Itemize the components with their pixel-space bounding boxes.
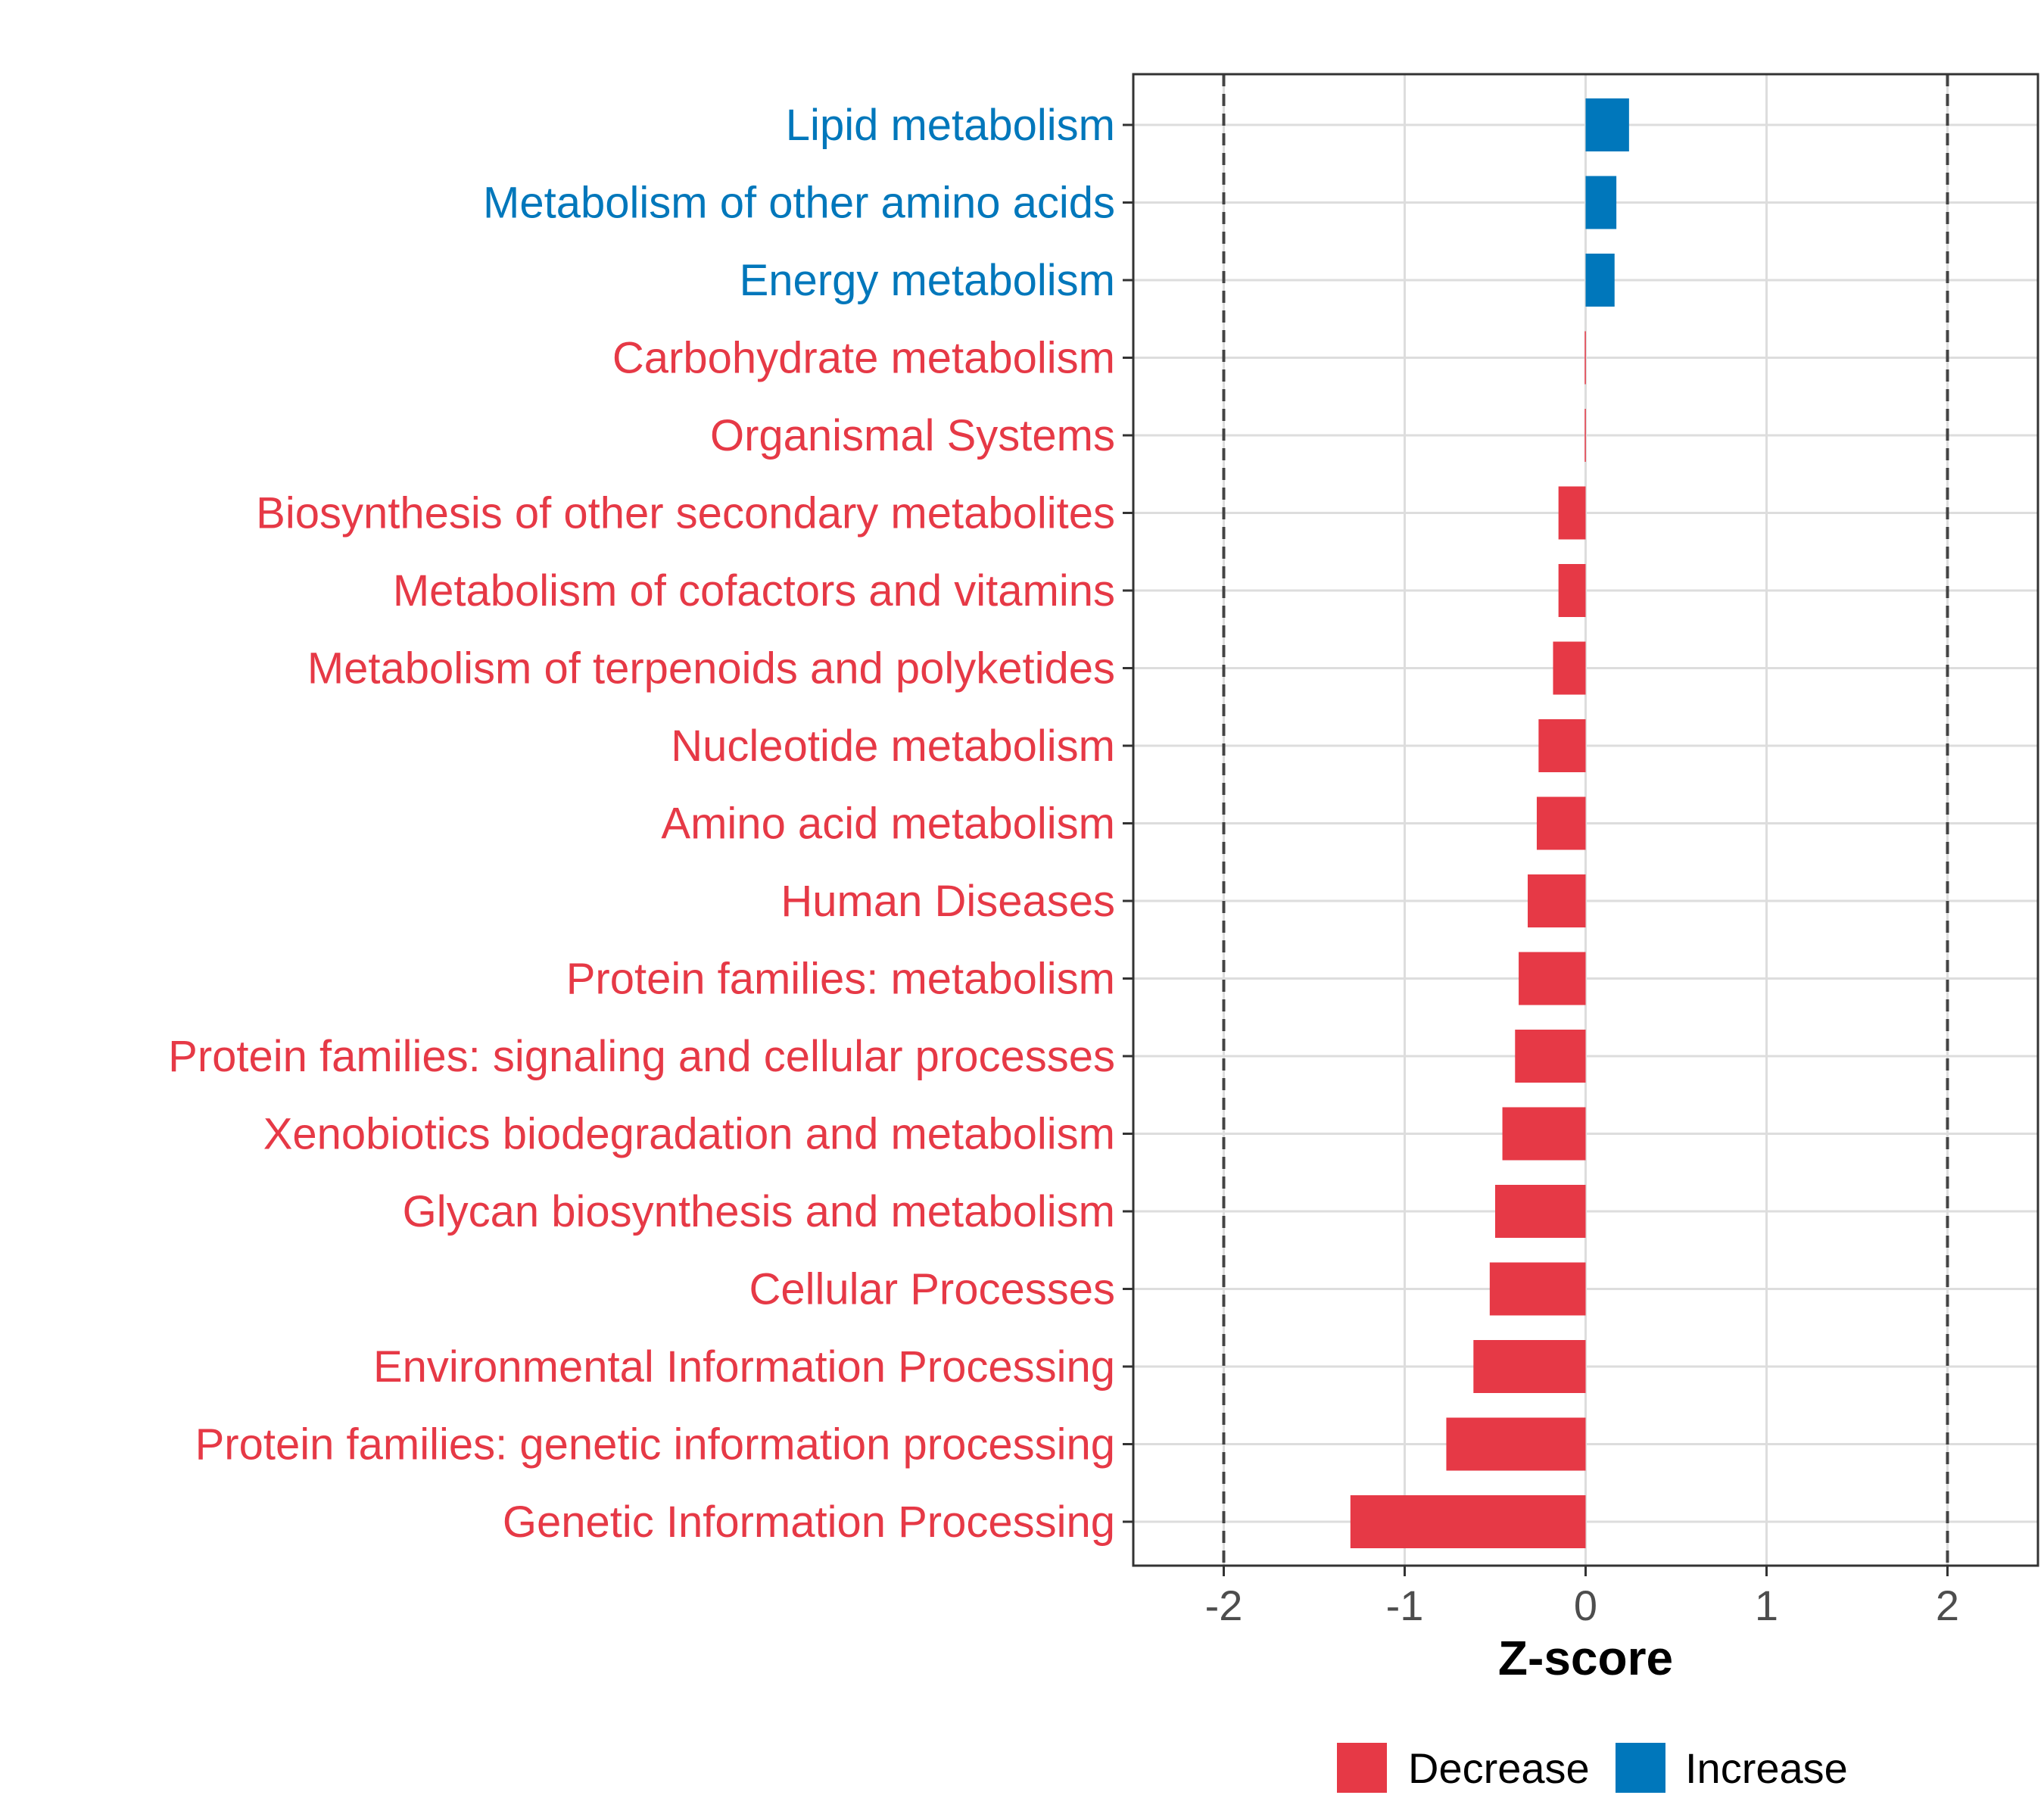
bars [1350, 98, 1629, 1548]
category-label: Environmental Information Processing [373, 1342, 1115, 1392]
bar [1489, 1262, 1586, 1316]
legend-label-decrease: Decrease [1408, 1744, 1590, 1792]
category-label: Amino acid metabolism [661, 799, 1115, 849]
category-label: Glycan biosynthesis and metabolism [403, 1187, 1115, 1236]
y-axis: Lipid metabolism Metabolism of other amin… [168, 101, 1133, 1547]
bar [1585, 254, 1615, 307]
x-tick-label: 1 [1755, 1582, 1778, 1629]
bar [1584, 331, 1586, 385]
legend-key-decrease [1337, 1743, 1387, 1793]
category-label: Protein families: genetic information pr… [195, 1420, 1115, 1469]
category-label: Cellular Processes [749, 1265, 1115, 1314]
bar [1558, 564, 1586, 617]
category-label: Protein families: metabolism [566, 955, 1115, 1004]
x-axis: -2 -1 0 1 2 [1205, 1566, 1959, 1629]
bar [1350, 1495, 1586, 1548]
bar [1515, 1030, 1586, 1083]
bar [1584, 409, 1586, 462]
bar [1585, 176, 1617, 229]
category-label: Protein families: signaling and cellular… [168, 1032, 1115, 1081]
reference-lines [1222, 74, 1949, 1566]
legend-key-increase [1616, 1743, 1665, 1793]
x-tick-label: 2 [1936, 1582, 1959, 1629]
bar [1585, 98, 1629, 151]
bar [1473, 1340, 1586, 1393]
bar [1553, 641, 1586, 695]
legend: Decrease Increase [1337, 1743, 1848, 1793]
bar [1528, 874, 1586, 927]
x-tick-label: 0 [1574, 1582, 1597, 1629]
bar [1495, 1185, 1586, 1238]
bar [1558, 486, 1586, 540]
category-label: Nucleotide metabolism [671, 722, 1115, 771]
bar [1502, 1107, 1586, 1161]
x-axis-title: Z-score [1498, 1631, 1673, 1685]
category-label: Carbohydrate metabolism [612, 334, 1115, 383]
category-label: Organismal Systems [710, 411, 1115, 460]
bar [1446, 1417, 1586, 1471]
category-label: Metabolism of cofactors and vitamins [393, 566, 1115, 616]
category-label: Xenobiotics biodegradation and metabolis… [263, 1110, 1115, 1159]
category-label: Metabolism of terpenoids and polyketides [307, 644, 1115, 693]
bar [1519, 952, 1586, 1005]
bar [1538, 719, 1586, 772]
category-label: Genetic Information Processing [503, 1498, 1115, 1547]
legend-label-increase: Increase [1685, 1744, 1848, 1792]
bar [1536, 796, 1586, 850]
x-tick-label: -2 [1205, 1582, 1243, 1629]
category-label: Human Diseases [781, 877, 1115, 926]
category-label: Metabolism of other amino acids [483, 179, 1115, 228]
x-tick-label: -1 [1386, 1582, 1424, 1629]
category-label: Energy metabolism [740, 256, 1115, 305]
category-label: Biosynthesis of other secondary metaboli… [256, 489, 1115, 538]
category-label: Lipid metabolism [786, 101, 1115, 150]
